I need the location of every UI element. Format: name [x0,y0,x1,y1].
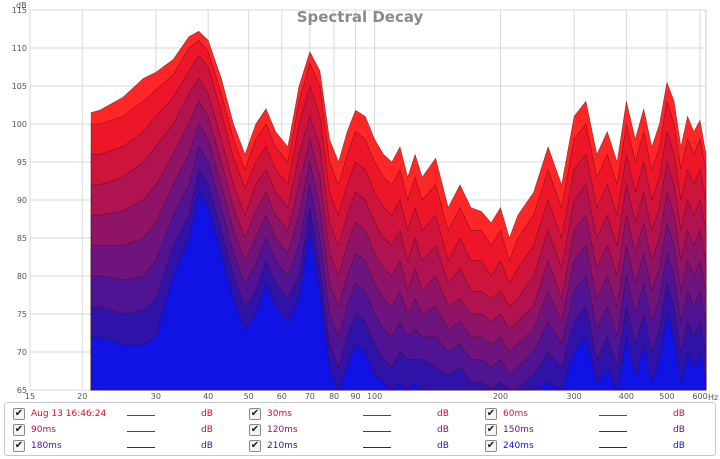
legend-unit: dB [673,441,685,451]
legend-line-swatch [599,447,627,448]
legend-label: 240ms [503,441,534,451]
legend-panel: ✔ Aug 13 16:46:24 dB ✔ 30ms dB ✔ 60ms dB ✔ 90ms dB ✔… [4,402,716,456]
legend-checkbox[interactable]: ✔ [13,408,25,420]
legend-checkbox[interactable]: ✔ [249,408,261,420]
legend-line-swatch [363,415,391,416]
legend-unit: dB [201,441,213,451]
legend-unit: dB [437,425,449,435]
legend-checkbox[interactable]: ✔ [249,440,261,452]
x-tick-label: 90 [350,392,360,400]
legend-label: 30ms [267,409,292,419]
legend-checkbox[interactable]: ✔ [13,424,25,436]
legend-item: ✔ 180ms dB [9,438,245,454]
y-axis-unit: dB [16,1,27,10]
legend-unit: dB [437,441,449,451]
x-tick-label: 15 [25,392,35,400]
legend-line-swatch [127,431,155,432]
legend-item: ✔ 30ms dB [245,406,481,422]
legend-checkbox[interactable]: ✔ [485,424,497,436]
legend-unit: dB [437,409,449,419]
chart-svg: 65 70 75 80 85 90 95 100 105 110 115 15 20 30 40 50 60 70… [12,1,719,400]
x-axis-unit: Hz [708,393,718,400]
legend-unit: dB [201,409,213,419]
y-tick-label: 85 [17,234,27,243]
spectral-decay-chart: 65 70 75 80 85 90 95 100 105 110 115 15 20 30 40 50 60 70… [12,1,719,400]
legend-label: 120ms [267,425,298,435]
legend-label: 90ms [31,425,56,435]
x-tick-label: 50 [244,392,254,400]
legend-item: ✔ 240ms dB [481,438,717,454]
y-tick-label: 90 [17,196,27,205]
x-tick-label: 30 [151,392,161,400]
legend-line-swatch [127,415,155,416]
legend-label: 210ms [267,441,298,451]
legend-line-swatch [599,415,627,416]
x-tick-label: 20 [77,392,87,400]
legend-line-swatch [363,431,391,432]
y-tick-label: 105 [12,82,27,91]
x-tick-label: 400 [619,392,634,400]
decay-areas [90,30,707,392]
legend-checkbox[interactable]: ✔ [249,424,261,436]
legend-checkbox[interactable]: ✔ [13,440,25,452]
legend-label: 180ms [31,441,62,451]
legend-line-swatch [363,447,391,448]
y-tick-label: 115 [12,6,27,15]
y-tick-label: 65 [17,386,27,395]
x-tick-label: 70 [305,392,315,400]
legend-item: ✔ Aug 13 16:46:24 dB [9,406,245,422]
y-tick-label: 100 [12,120,27,129]
legend-item: ✔ 60ms dB [481,406,717,422]
legend-unit: dB [201,425,213,435]
y-tick-label: 75 [17,310,27,319]
legend-item: ✔ 120ms dB [245,422,481,438]
x-tick-label: 100 [367,392,382,400]
y-tick-label: 110 [12,44,27,53]
legend-item: ✔ 90ms dB [9,422,245,438]
legend-checkbox[interactable]: ✔ [485,440,497,452]
legend-line-swatch [127,447,155,448]
y-tick-label: 80 [17,272,27,281]
chart-title: Spectral Decay [297,8,424,26]
legend-unit: dB [673,409,685,419]
y-tick-label: 95 [17,158,27,167]
legend-unit: dB [673,425,685,435]
legend-line-swatch [599,431,627,432]
legend-checkbox[interactable]: ✔ [485,408,497,420]
x-tick-label: 80 [329,392,339,400]
decay-area-8 [90,191,707,392]
x-tick-label: 200 [493,392,508,400]
legend-label: Aug 13 16:46:24 [31,409,107,419]
legend-item: ✔ 210ms dB [245,438,481,454]
x-tick-label: 40 [203,392,213,400]
legend-label: 150ms [503,425,534,435]
x-tick-label: 300 [567,392,582,400]
x-tick-label: 60 [277,392,287,400]
x-tick-label: 500 [659,392,674,400]
legend-item: ✔ 150ms dB [481,422,717,438]
axes: 65 70 75 80 85 90 95 100 105 110 115 15 20 30 40 50 60 70… [12,6,708,400]
legend-label: 60ms [503,409,528,419]
x-tick-label: 600 [692,392,707,400]
y-tick-label: 70 [17,348,27,357]
